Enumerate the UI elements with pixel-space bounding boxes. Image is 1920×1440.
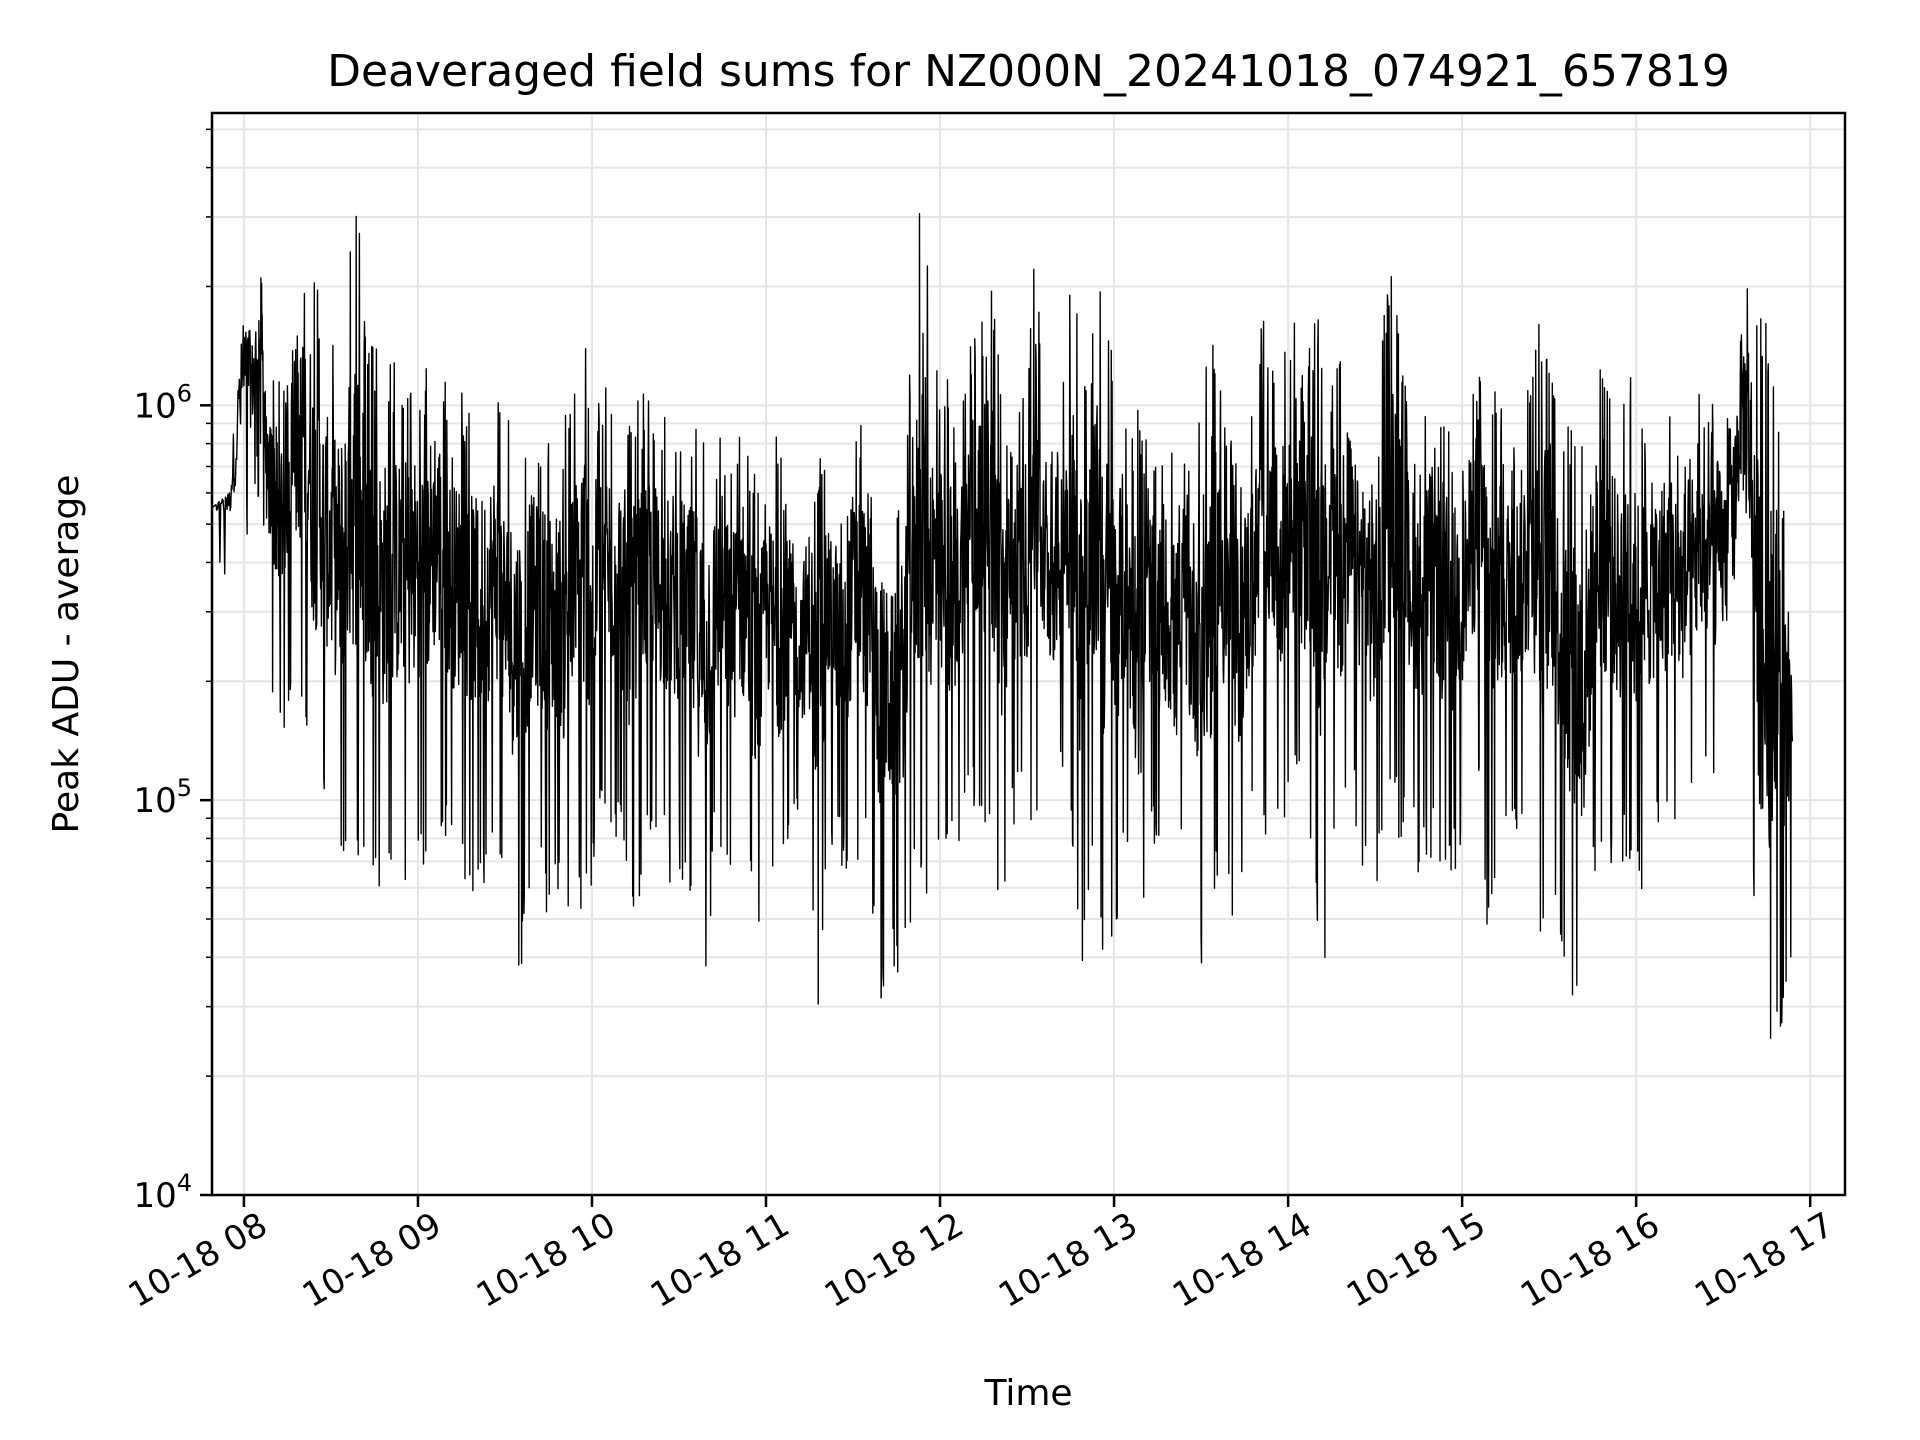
x-tick-label: 10-18 10 <box>470 1205 622 1316</box>
x-tick-label: 10-18 16 <box>1514 1205 1666 1316</box>
y-tick-label: 106 <box>133 379 192 426</box>
y-tick-label: 104 <box>133 1169 192 1216</box>
data-layer <box>211 213 1794 1039</box>
x-tick-label: 10-18 12 <box>818 1205 970 1316</box>
y-tick-label: 105 <box>133 774 192 821</box>
y-axis-title: Peak ADU - average <box>46 475 87 834</box>
x-tick-label: 10-18 15 <box>1340 1205 1492 1316</box>
plot-frame <box>210 111 1847 1197</box>
x-tick-label: 10-18 17 <box>1688 1205 1840 1316</box>
series-line <box>211 213 1794 1039</box>
chart-title: Deaveraged field sums for NZ000N_2024101… <box>327 46 1730 97</box>
x-tick-label: 10-18 14 <box>1166 1205 1318 1316</box>
x-tick-label: 10-18 11 <box>644 1205 796 1316</box>
x-tick-label: 10-18 09 <box>296 1205 448 1316</box>
x-tick-label: 10-18 08 <box>122 1205 274 1316</box>
x-axis-title: Time <box>983 1373 1072 1414</box>
x-tick-label: 10-18 13 <box>992 1205 1144 1316</box>
